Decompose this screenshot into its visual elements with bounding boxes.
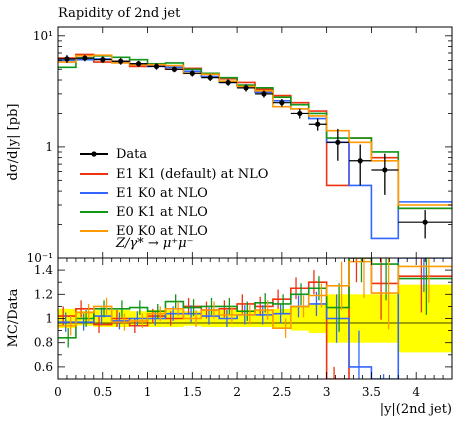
data-point	[357, 158, 363, 164]
main-y-tick-label: 1	[45, 140, 53, 154]
main-y-tick-label: 10⁻¹	[27, 251, 53, 265]
ratio-x-tick-label: 4	[412, 385, 420, 399]
ratio-band-bin	[237, 310, 256, 327]
main-y-axis-label: dσ/d|y| [pb]	[6, 104, 21, 181]
ratio-band-bin	[349, 294, 372, 343]
data-point	[382, 167, 388, 173]
legend-series-3-label: E0 K0 at NLO	[116, 224, 208, 239]
data-point	[243, 85, 249, 91]
main-axis-ticks: 10⁻¹ 1 10¹	[27, 27, 452, 265]
data-point	[279, 100, 285, 106]
ratio-y-axis-label: MC/Data	[6, 288, 21, 347]
data-point	[297, 110, 303, 117]
data-point	[153, 63, 160, 70]
legend-data-marker	[91, 151, 97, 157]
legend-series-1-label: E1 K0 at NLO	[116, 186, 208, 201]
main-y-tick-label: 10¹	[33, 29, 53, 43]
ratio-x-tick-label: 0.5	[93, 385, 112, 399]
data-point	[171, 66, 178, 72]
main-panel: 10⁻¹ 1 10¹ dσ/d|y| [pb] Data E1 K1 (defaul…	[6, 26, 453, 265]
data-point	[261, 91, 267, 97]
data-point	[189, 70, 195, 76]
ratio-x-tick-label: 3.5	[362, 385, 381, 399]
legend-entry-data: Data	[80, 147, 147, 162]
data-point	[422, 219, 428, 225]
ratio-band-bin	[290, 306, 310, 331]
data-point	[225, 79, 231, 86]
data-point	[315, 121, 321, 127]
ratio-band-bin	[201, 310, 220, 327]
data-point	[100, 57, 106, 63]
ratio-x-tick-label: 1.5	[183, 385, 202, 399]
legend-data-label: Data	[116, 147, 147, 162]
data-point	[64, 56, 70, 62]
ratio-band-bin	[371, 294, 399, 343]
data-point	[82, 55, 88, 61]
ratio-series-0-histogram	[58, 258, 452, 379]
data-point	[135, 61, 142, 67]
legend-series-entries: E1 K1 (default) at NLO E1 K0 at NLO E0 K1 …	[80, 167, 268, 239]
ratio-series-3-histogram	[58, 260, 452, 329]
ratio-series-2-histogram	[58, 258, 452, 339]
ratio-band-bin	[272, 308, 292, 329]
ratio-x-tick-label: 0	[54, 385, 62, 399]
ratio-band-bin	[398, 284, 452, 353]
ratio-x-tick-label: 2.5	[272, 385, 291, 399]
data-points-layer	[58, 55, 452, 239]
ratio-y-tick-label: 0.6	[34, 360, 53, 374]
data-point	[207, 75, 213, 81]
process-annotation: Z/γ* → μ⁺μ⁻	[115, 236, 193, 251]
chart-title: Rapidity of 2nd jet	[58, 6, 181, 21]
legend-series-2-label: E0 K1 at NLO	[116, 205, 208, 220]
ratio-axis-ticks: 0.6 0.8 1 1.2 1.4 0 0.5 1 1.5 2 2.5 3 3.5 4	[34, 257, 453, 399]
ratio-x-tick-label: 1	[144, 385, 152, 399]
data-point	[335, 139, 341, 145]
data-point	[118, 58, 124, 64]
ratio-x-tick-label: 2	[233, 385, 241, 399]
ratio-series-1-histogram	[58, 258, 452, 379]
ratio-y-tick-label: 1.4	[34, 263, 53, 277]
ratio-series-layer	[58, 258, 452, 379]
ratio-band-bin	[308, 303, 328, 334]
ratio-y-tick-label: 1	[45, 312, 53, 326]
ratio-panel: 0.6 0.8 1 1.2 1.4 0 0.5 1 1.5 2 2.5 3 3.5 4 MC/Data |…	[6, 257, 453, 417]
ratio-plot-frame	[57, 257, 453, 380]
main-series-3-histogram	[58, 54, 452, 206]
ratio-y-tick-label: 1.2	[34, 287, 53, 301]
ratio-x-tick-label: 3	[323, 385, 331, 399]
ratio-band-bin	[255, 310, 274, 327]
legend-series-0-label: E1 K1 (default) at NLO	[116, 167, 268, 182]
x-axis-label: |y|(2nd jet)	[380, 402, 452, 417]
ratio-y-tick-label: 0.8	[34, 336, 53, 350]
